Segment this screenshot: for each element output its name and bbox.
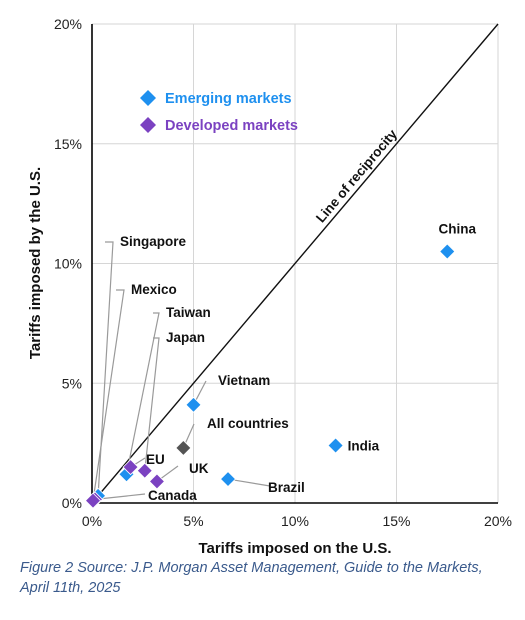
legend-label-emerging-markets: Emerging markets <box>165 91 292 107</box>
x-tick-label: 20% <box>484 513 512 529</box>
leader-line-brazil <box>227 478 271 487</box>
leader-line-japan <box>144 337 160 471</box>
data-points <box>84 243 456 509</box>
x-tick-label: 10% <box>281 513 309 529</box>
y-tick-label: 0% <box>62 495 82 511</box>
legend-marker-developed-markets <box>140 117 156 133</box>
y-tick-label: 10% <box>54 256 82 272</box>
point-vietnam <box>185 396 202 413</box>
label-singapore: Singapore <box>120 234 187 249</box>
point-all-countries <box>175 439 192 456</box>
point-india <box>327 437 344 454</box>
label-japan: Japan <box>166 330 205 345</box>
label-canada: Canada <box>148 488 197 503</box>
point-japan <box>136 462 153 479</box>
x-tick-label: 5% <box>183 513 203 529</box>
point-uk <box>148 473 166 490</box>
line-of-reciprocity <box>91 23 499 504</box>
label-mexico: Mexico <box>131 282 177 297</box>
y-tick-label: 20% <box>54 16 82 32</box>
point-mexico <box>84 492 102 509</box>
y-tick-label: 15% <box>54 136 82 152</box>
legend-marker-emerging-markets <box>140 90 156 106</box>
legend: Emerging markets Developed markets <box>140 90 298 134</box>
label-uk: UK <box>189 461 209 476</box>
label-all-countries: All countries <box>207 416 289 431</box>
label-brazil: Brazil <box>268 480 305 495</box>
y-tick-label: 5% <box>62 375 82 391</box>
figure-caption: Figure 2 Source: J.P. Morgan Asset Manag… <box>20 560 483 596</box>
leader-line-singapore <box>97 241 114 496</box>
label-china: China <box>438 222 476 237</box>
leader-line-taiwan <box>125 312 160 475</box>
y-axis-title: Tariffs imposed by the U.S. <box>27 167 44 359</box>
leader-lines <box>92 241 271 501</box>
label-india: India <box>348 439 380 454</box>
legend-label-developed-markets: Developed markets <box>165 118 298 134</box>
point-eu <box>122 459 139 476</box>
x-tick-label: 15% <box>382 513 410 529</box>
point-china <box>439 243 456 260</box>
leader-line-mexico <box>92 289 125 501</box>
tariff-scatter-chart: 0% 5% 10% 15% 20% 0% 5% 10% 15% 20% Line of recip… <box>27 16 512 557</box>
x-tick-label: 0% <box>82 513 102 529</box>
label-vietnam: Vietnam <box>218 373 270 388</box>
axes: 0% 5% 10% 15% 20% 0% 5% 10% 15% 20% <box>54 16 512 529</box>
label-eu: EU <box>146 452 165 467</box>
point-labels: China India Brazil Vietnam Taiwan Singapore EU… <box>120 222 476 503</box>
x-axis-title: Tariffs imposed on the U.S. <box>198 540 391 557</box>
point-brazil <box>219 470 237 488</box>
reciprocity-line-label: Line of reciprocity <box>313 126 400 225</box>
label-taiwan: Taiwan <box>166 305 211 320</box>
